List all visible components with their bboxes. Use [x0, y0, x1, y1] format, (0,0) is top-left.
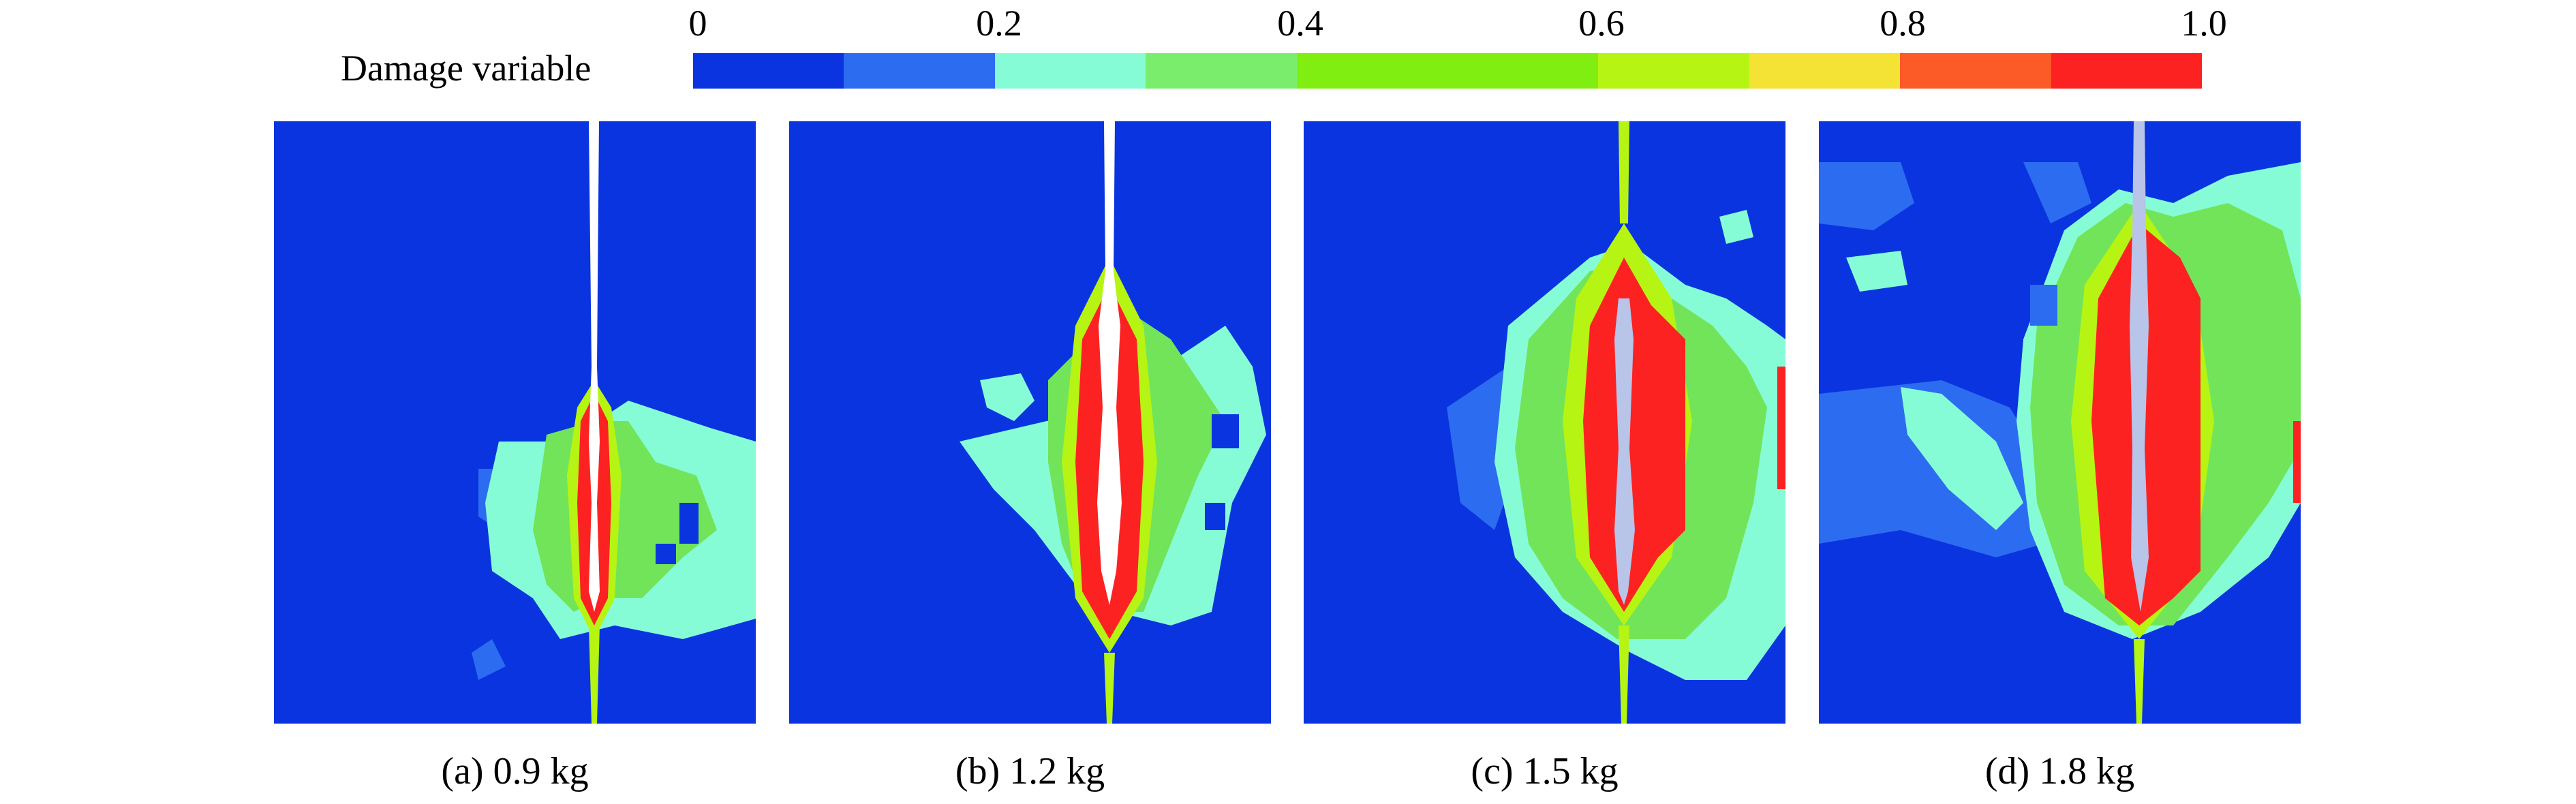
intact-pocket — [656, 544, 676, 564]
damage-legend-title: Damage variable — [341, 48, 592, 89]
edge-damage — [2293, 421, 2301, 503]
colorbar-segment-2 — [844, 53, 995, 89]
damage-map-panel-c — [1304, 121, 1785, 724]
damage-map-b — [789, 121, 1271, 724]
panel-caption-c: (c) 1.5 kg — [1471, 750, 1619, 792]
colorbar-segment-4 — [1146, 53, 1297, 89]
lower-crack — [2134, 639, 2145, 724]
damage-patch-low — [2023, 162, 2091, 223]
panel-caption-a: (a) 0.9 kg — [441, 750, 589, 792]
colorbar-tick-label: 0 — [688, 3, 707, 44]
lower-crack — [1619, 625, 1629, 724]
panel-caption-d: (d) 1.8 kg — [1984, 750, 2135, 792]
damage-patch-cyan — [1719, 210, 1753, 244]
damage-map-c — [1304, 121, 1785, 724]
damage-map-d — [1819, 121, 2301, 724]
colorbar-segment-6 — [1447, 53, 1599, 89]
damage-patch-low — [2030, 285, 2057, 326]
lower-crack — [1104, 653, 1115, 724]
colorbar-segment-5 — [1296, 53, 1448, 89]
borehole — [2130, 121, 2149, 612]
damage-map-panel-d — [1819, 121, 2301, 724]
borehole — [1614, 298, 1635, 605]
colorbar-segment-3 — [994, 53, 1146, 89]
damage-zone-red — [2091, 223, 2201, 625]
damage-map-a — [274, 121, 756, 724]
borehole — [589, 121, 600, 612]
colorbar-tick-label: 0.8 — [1880, 3, 1926, 44]
damage-patch-cyan — [980, 373, 1034, 421]
colorbar — [693, 53, 2203, 89]
damage-patch-cyan — [1846, 251, 1907, 292]
damage-patch-low — [472, 639, 506, 680]
intact-pocket — [679, 503, 699, 544]
colorbar-segment-9 — [1900, 53, 2051, 89]
colorbar-tick-label: 1.0 — [2181, 3, 2227, 44]
colorbar-segment-7 — [1598, 53, 1749, 89]
colorbar-segment-1 — [693, 53, 844, 89]
damage-map-panel-b — [789, 121, 1271, 724]
colorbar-tick-label: 0.2 — [976, 3, 1022, 44]
colorbar-segment-8 — [1749, 53, 1901, 89]
borehole — [1097, 121, 1122, 605]
colorbar-tick-label: 0.4 — [1277, 3, 1323, 44]
edge-damage — [1777, 367, 1785, 489]
damage-zone-red — [1583, 258, 1685, 612]
colorbar-segment-10 — [2051, 53, 2203, 89]
intact-pocket — [1205, 503, 1225, 530]
damage-patch-cyan — [1901, 387, 2023, 530]
panel-caption-b: (b) 1.2 kg — [955, 750, 1105, 792]
damage-patch-low — [1819, 162, 1914, 230]
upper-crack — [1619, 121, 1629, 223]
damage-map-panel-a — [274, 121, 756, 724]
intact-pocket — [1212, 414, 1239, 448]
lower-crack — [589, 625, 600, 724]
colorbar-tick-label: 0.6 — [1578, 3, 1625, 44]
